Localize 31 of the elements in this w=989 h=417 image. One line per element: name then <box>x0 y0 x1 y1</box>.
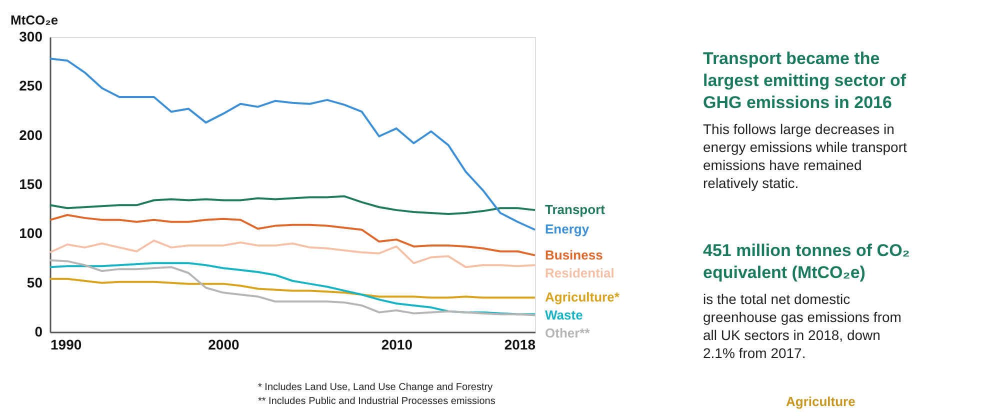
text: Agriculture <box>786 394 856 409</box>
line-series <box>49 240 536 268</box>
line-series <box>49 58 536 231</box>
line-series <box>49 195 536 215</box>
text: This follows large decreases in energy emissions while transport emissions have remained relatively static. <box>703 121 907 191</box>
series-label: Business <box>545 247 603 262</box>
x-tick-label: 2000 <box>208 336 240 352</box>
series-label: Residential <box>545 265 614 280</box>
x-tick-label: 2018 <box>504 336 536 352</box>
text: 451 million tonnes of CO₂ equivalent (MtCO₂e) <box>703 241 910 282</box>
y-tick-label: 200 <box>19 126 43 143</box>
text: is the total net domestic greenhouse gas emissions from all UK sectors in 2018, down 2.1% from 2017. <box>703 291 902 361</box>
text: ** Includes Public and Industrial Processes emissions <box>258 396 496 407</box>
line-series <box>49 214 536 256</box>
y-tick-label: 250 <box>19 78 43 94</box>
y-axis-title: MtCO₂e <box>10 12 58 28</box>
text: Transport became the largest emitting sector of GHG emissions in 2016 <box>703 49 906 112</box>
x-tick-label: 2010 <box>381 336 413 352</box>
y-tick-label: 150 <box>19 176 43 192</box>
series-label: Waste <box>545 308 583 323</box>
y-tick-label: 100 <box>19 225 43 242</box>
series-label: Energy <box>545 222 590 237</box>
text: * Includes Land Use, Land Use Change and Forestry <box>258 382 493 393</box>
x-tick-label: 1990 <box>50 336 82 352</box>
y-tick-label: 300 <box>19 28 43 44</box>
line-series <box>49 278 536 299</box>
series-label: Transport <box>545 202 606 218</box>
series-label: Other** <box>545 326 591 341</box>
y-tick-label: 0 <box>34 324 43 340</box>
series-label: Agriculture* <box>545 290 620 305</box>
y-tick-label: 50 <box>26 274 43 290</box>
